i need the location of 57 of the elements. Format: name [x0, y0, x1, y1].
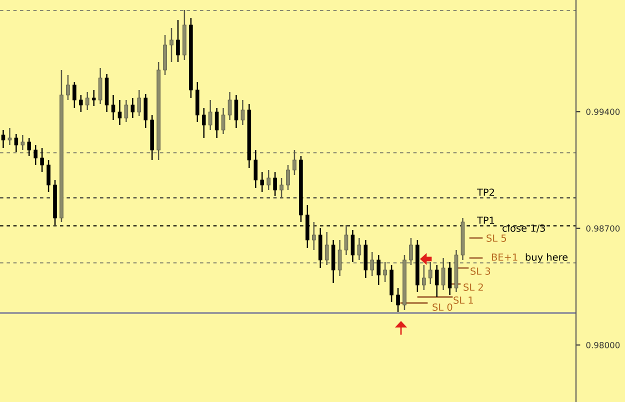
candlestick	[46, 159, 50, 193]
candlestick	[124, 99, 128, 123]
annotation: SL 3	[470, 267, 490, 275]
candlestick	[14, 133, 18, 153]
candlestick	[273, 171, 277, 197]
candlestick	[27, 137, 32, 157]
candlestick	[434, 264, 439, 298]
y-tick-label: 0.98000	[586, 342, 620, 348]
ref-line-label: TP1	[476, 216, 494, 224]
candlestick	[422, 264, 426, 291]
y-tick-label: 0.99400	[586, 108, 620, 115]
ref-line-label: TP2	[476, 188, 494, 196]
candlestick	[111, 94, 116, 121]
candlestick	[118, 99, 122, 126]
candlestick	[8, 127, 12, 146]
candlestick	[376, 254, 381, 286]
candlestick	[34, 144, 38, 166]
candlestick	[130, 97, 135, 119]
candlestick	[40, 147, 44, 173]
candlestick	[266, 169, 270, 191]
candlestick	[214, 107, 219, 139]
candlestick	[312, 221, 316, 251]
candlestick	[144, 93, 148, 129]
candlestick	[344, 224, 348, 256]
candlestick	[221, 107, 226, 135]
annotation: SL 1	[454, 296, 473, 304]
candlestick	[92, 89, 96, 107]
annotation: SL 2	[464, 283, 483, 291]
candlestick	[1, 129, 6, 149]
candlestick	[280, 177, 284, 199]
candlestick	[72, 81, 76, 109]
candlestick	[396, 287, 400, 313]
candlestick	[240, 99, 245, 126]
candlestick	[202, 107, 206, 139]
candlestick	[260, 171, 264, 193]
candlestick	[176, 19, 180, 63]
candlestick	[357, 237, 362, 261]
candlestick	[66, 74, 70, 101]
candlestick	[85, 91, 90, 111]
candlestick	[208, 99, 212, 131]
annotation: SL 5	[486, 234, 506, 242]
annotation: buy here	[526, 253, 568, 263]
candlestick	[234, 94, 238, 129]
candlestick	[448, 261, 452, 296]
candlestick	[98, 67, 102, 105]
annotation: SL 0	[432, 303, 452, 311]
y-tick-label: 0.98700	[586, 225, 620, 232]
candlestick	[286, 164, 290, 191]
candlestick	[350, 229, 355, 263]
annotation: BE+1	[492, 254, 518, 261]
candlestick	[254, 149, 258, 189]
candlestick	[228, 91, 232, 121]
candlestick	[79, 94, 83, 113]
candlestick	[20, 134, 25, 151]
candlestick	[137, 89, 142, 117]
annotation: close 1/3	[502, 224, 545, 233]
candlestick	[170, 27, 174, 63]
